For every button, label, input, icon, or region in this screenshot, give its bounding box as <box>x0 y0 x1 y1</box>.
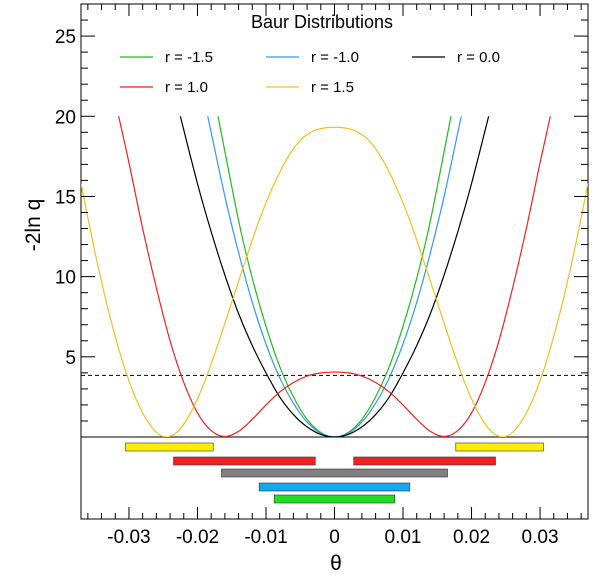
x-tick-label: -0.02 <box>176 527 219 548</box>
x-tick-label: 0.01 <box>385 527 422 548</box>
y-tick-label: 5 <box>65 348 76 369</box>
x-tick-label: 0.03 <box>522 527 559 548</box>
legend-label-3: r = 1.0 <box>165 79 208 96</box>
x-tick-label: 0 <box>329 527 340 548</box>
interval-bars <box>125 442 544 504</box>
interval-bar-0-1 <box>455 442 544 452</box>
interval-bar-3-0 <box>258 482 411 492</box>
y-tick-label: 10 <box>55 268 76 289</box>
curves <box>81 116 588 437</box>
series-line-1 <box>207 116 462 437</box>
y-axis-label: -2ln q <box>22 199 45 252</box>
interval-bar-4-0 <box>273 494 396 504</box>
y-tick-label: 15 <box>55 187 76 208</box>
legend-label-1: r = -1.0 <box>311 49 359 66</box>
interval-bar-1-1 <box>353 456 496 466</box>
legend-label-2: r = 0.0 <box>457 49 500 66</box>
series-line-4 <box>81 126 588 437</box>
legend-label-4: r = 1.5 <box>311 79 354 96</box>
y-tick-label: 25 <box>55 27 76 48</box>
chart-title: Baur Distributions <box>251 12 393 32</box>
legend-label-0: r = -1.5 <box>165 49 213 66</box>
series-line-0 <box>217 116 452 437</box>
y-tick-label: 20 <box>55 107 76 128</box>
x-tick-label: -0.01 <box>244 527 287 548</box>
x-tick-label: -0.03 <box>107 527 150 548</box>
series-line-2 <box>179 116 490 437</box>
x-tick-label: 0.02 <box>453 527 490 548</box>
x-axis-label: θ <box>330 552 342 575</box>
interval-bar-2-0 <box>221 468 448 478</box>
interval-bar-1-0 <box>173 456 316 466</box>
interval-bar-0-0 <box>125 442 214 452</box>
legend: Baur Distributions r = -1.5 r = -1.0 r = 0… <box>120 12 500 96</box>
axes: -0.03 -0.02 -0.01 0 0.01 0.02 0.03 5 10 15 20 25 <box>55 3 588 548</box>
series-line-3 <box>118 116 551 437</box>
